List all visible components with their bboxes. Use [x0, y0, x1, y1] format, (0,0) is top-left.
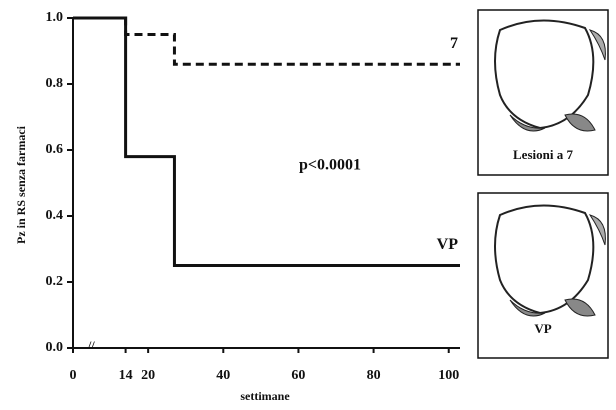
x-tick-label: 14: [119, 368, 133, 383]
x-tick-label: 100: [438, 368, 459, 383]
y-tick-label: 0.2: [46, 274, 64, 289]
heart-sketch: [509, 298, 596, 317]
y-tick-label: 0.0: [46, 340, 64, 355]
axis-break: //: [87, 338, 95, 352]
annotation: p<0.0001: [299, 157, 361, 174]
x-tick-label: 60: [291, 368, 305, 383]
panel-caption: VP: [534, 321, 551, 336]
heart-sketch: [509, 113, 596, 132]
x-tick-label: 20: [141, 368, 155, 383]
y-tick-label: 0.8: [46, 76, 64, 91]
y-tick-label: 0.4: [46, 208, 64, 223]
survival-line: [73, 16, 460, 66]
heart-sketch: [588, 29, 606, 61]
series-label: 7: [450, 35, 458, 52]
panel-caption: Lesioni a 7: [513, 147, 573, 162]
x-axis-label: settimane: [240, 389, 290, 403]
x-tick-label: 0: [70, 368, 77, 383]
series-label: VP: [437, 236, 459, 253]
x-tick-label: 40: [216, 368, 230, 383]
x-tick-label: 80: [367, 368, 381, 383]
survival-line: [73, 16, 460, 267]
y-tick-label: 0.6: [46, 142, 64, 157]
panel: Lesioni a 7: [477, 9, 609, 176]
y-axis-label: Pz in RS senza farmaci: [14, 125, 28, 244]
panel: VP: [477, 192, 609, 359]
y-tick-label: 1.0: [46, 10, 64, 25]
heart-sketch: [588, 214, 606, 246]
